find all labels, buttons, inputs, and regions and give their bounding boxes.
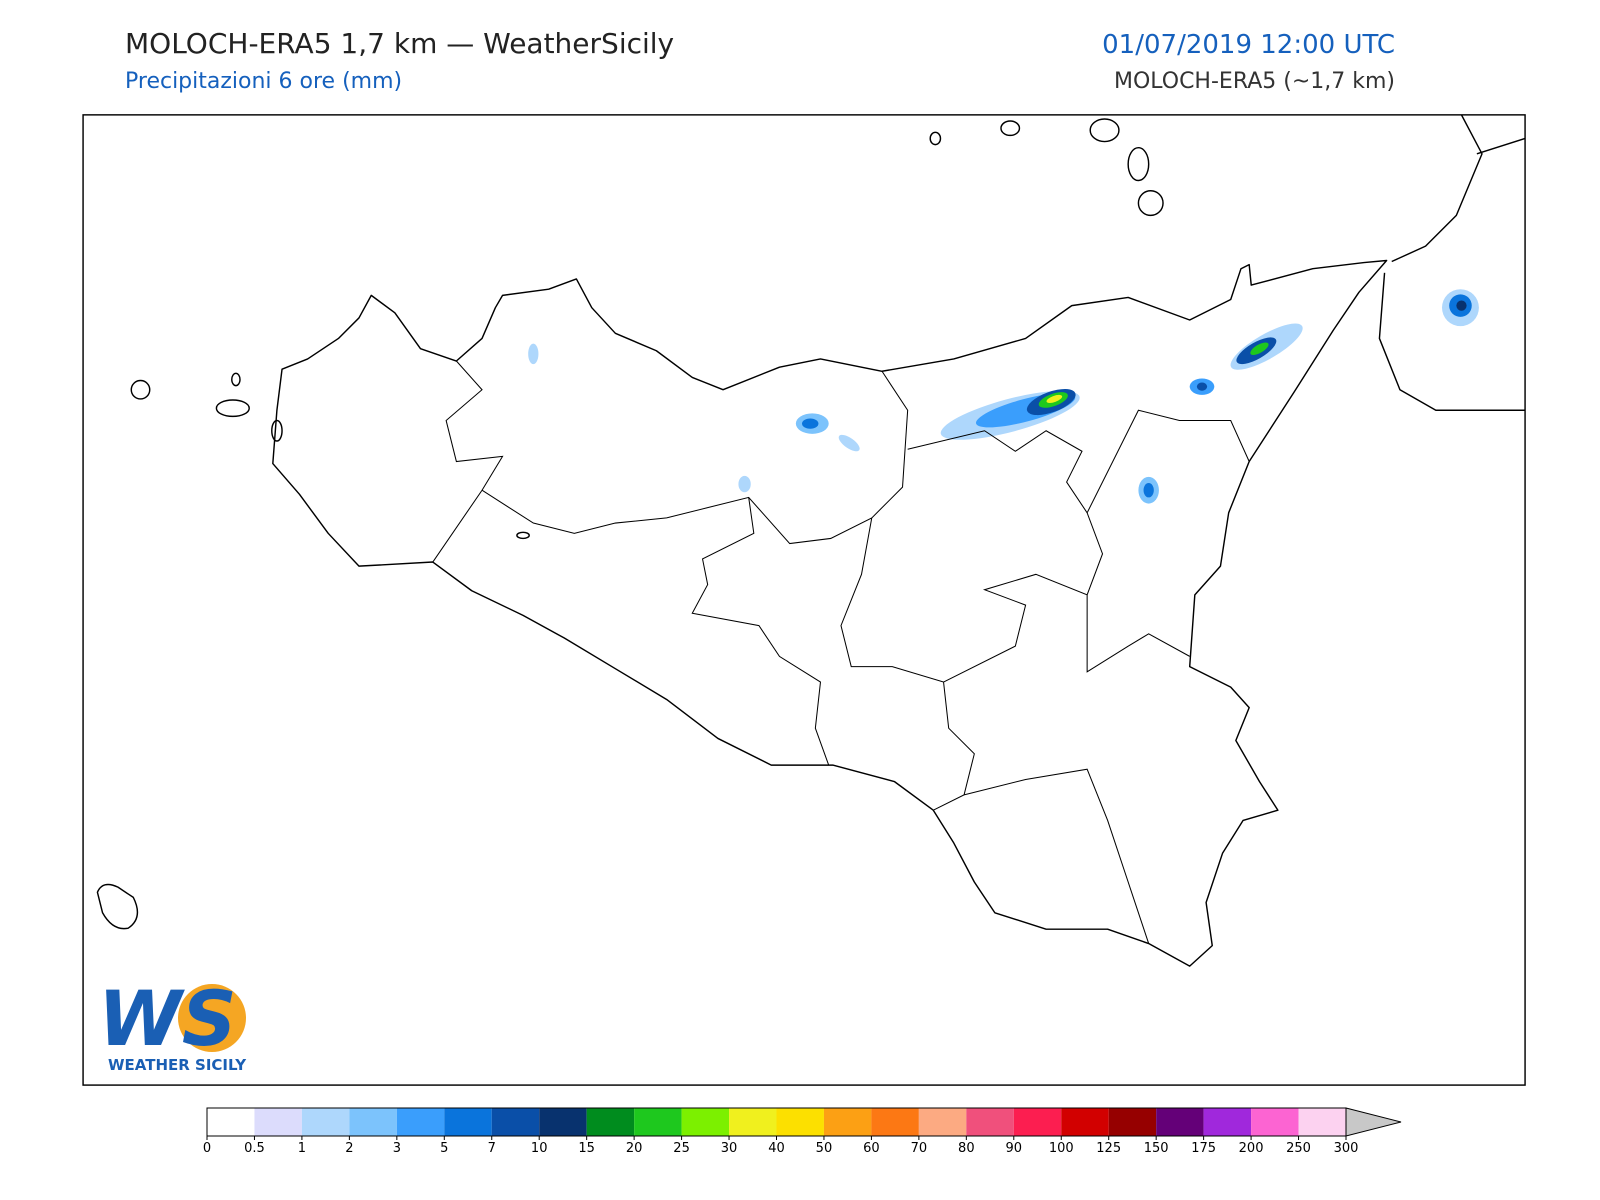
colorbar-tick-label: 50 (816, 1141, 833, 1156)
logo-letters: WS (98, 974, 237, 1063)
colorbar-tick-label: 1 (298, 1141, 306, 1156)
colorbar-tick-label: 100 (1049, 1141, 1074, 1156)
colorbar-tick-label: 10 (531, 1141, 548, 1156)
colorbar-segment (823, 1108, 872, 1136)
colorbar-tick-label: 3 (393, 1141, 401, 1156)
colorbar-tick-label: 0.5 (244, 1141, 265, 1156)
colorbar-tick-label: 2 (345, 1141, 353, 1156)
colorbar-tick-label: 30 (721, 1141, 738, 1156)
colorbar-tick-label: 80 (958, 1141, 975, 1156)
colorbar-segment (1156, 1108, 1204, 1136)
colorbar-segment (1108, 1108, 1157, 1136)
colorbar-tick-label: 150 (1144, 1141, 1169, 1156)
logo-name: WEATHER SICILY (108, 1056, 247, 1074)
colorbar: 0 0.5 1 2 3 5 7 10 15 20 25 30 40 50 60 70 80 90 100 125 150… (203, 1107, 1402, 1156)
logo: WS WEATHER SICILY (98, 974, 247, 1074)
title: MOLOCH-ERA5 1,7 km — WeatherSicily (125, 27, 674, 60)
colorbar-extension (1345, 1107, 1402, 1137)
colorbar-segment (871, 1108, 919, 1136)
colorbar-tick-label: 60 (863, 1141, 880, 1156)
colorbar-segment (586, 1108, 635, 1136)
logo-sun (178, 984, 246, 1052)
colorbar-segment (444, 1108, 492, 1136)
province-borders (432, 360, 1250, 944)
colorbar-tick-label: 5 (440, 1141, 448, 1156)
colorbar-segment (681, 1108, 730, 1136)
colorbar-segment (1203, 1108, 1252, 1136)
colorbar-segment (634, 1108, 682, 1136)
colorbar-tick-label: 15 (578, 1141, 595, 1156)
colorbar-tick-label: 90 (1006, 1141, 1023, 1156)
colorbar-tick-label: 300 (1334, 1141, 1359, 1156)
colorbar-segment (776, 1108, 824, 1136)
precipitation (528, 289, 1479, 504)
islands (96, 118, 1164, 930)
colorbar-segment (396, 1108, 445, 1136)
colorbar-tick-label: 7 (488, 1141, 496, 1156)
colorbar-segment (729, 1108, 777, 1136)
colorbar-tick-label: 0 (203, 1141, 211, 1156)
colorbar-segment (349, 1108, 397, 1136)
subtitle: Precipitazioni 6 ore (mm) (125, 69, 402, 94)
colorbar-segment (1251, 1108, 1299, 1136)
colorbar-segment (491, 1108, 540, 1136)
calabria-coastline (1378, 114, 1526, 411)
sicily-coastline (272, 259, 1388, 967)
colorbar-segment (301, 1108, 350, 1136)
datetime: 01/07/2019 12:00 UTC (1102, 30, 1395, 60)
map (82, 114, 1526, 1086)
colorbar-segment (539, 1108, 587, 1136)
map-frame (82, 114, 1526, 1086)
colorbar-tick-label: 40 (768, 1141, 785, 1156)
colorbar-segment (1298, 1108, 1346, 1136)
colorbar-tick-label: 70 (911, 1141, 928, 1156)
colorbar-segment (966, 1108, 1014, 1136)
colorbar-tick-label: 125 (1096, 1141, 1121, 1156)
model-label: MOLOCH-ERA5 (~1,7 km) (1114, 69, 1395, 94)
colorbar-tick-label: 200 (1239, 1141, 1264, 1156)
colorbar-segment (1061, 1108, 1109, 1136)
colorbar-segment (1013, 1108, 1062, 1136)
colorbar-tick-label: 175 (1191, 1141, 1216, 1156)
colorbar-tick-label: 25 (673, 1141, 690, 1156)
colorbar-tick-label: 250 (1286, 1141, 1311, 1156)
colorbar-segment (207, 1108, 255, 1136)
colorbar-segment (918, 1108, 967, 1136)
colorbar-tick-label: 20 (626, 1141, 643, 1156)
colorbar-segment (254, 1108, 302, 1136)
